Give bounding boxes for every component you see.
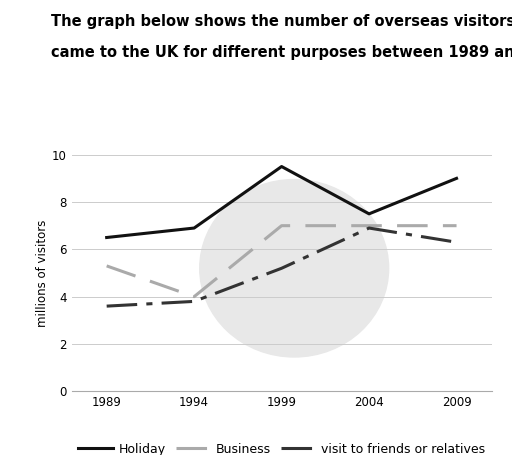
Text: The graph below shows the number of overseas visitors who: The graph below shows the number of over… bbox=[51, 14, 512, 29]
Text: came to the UK for different purposes between 1989 and 2009: came to the UK for different purposes be… bbox=[51, 46, 512, 61]
Legend: Holiday, Business, visit to friends or relatives: Holiday, Business, visit to friends or r… bbox=[73, 438, 490, 455]
Y-axis label: millions of visitors: millions of visitors bbox=[36, 219, 49, 327]
Ellipse shape bbox=[200, 180, 389, 357]
